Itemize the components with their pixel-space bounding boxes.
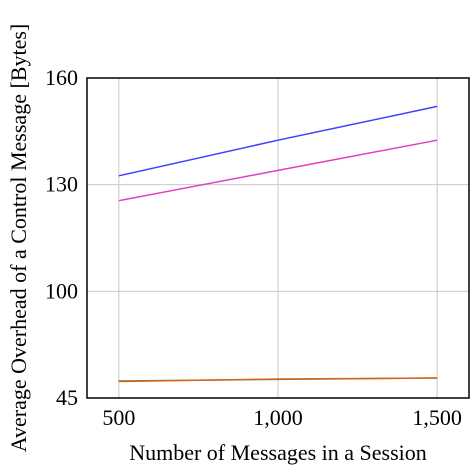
y-tick-label: 45 — [56, 385, 78, 410]
series-line-4 — [118, 377, 438, 383]
plot-frame — [86, 77, 470, 399]
series-lines — [118, 105, 438, 383]
x-axis-title: Number of Messages in a Session — [129, 440, 427, 465]
series-line-1 — [118, 105, 438, 177]
y-tick-label: 160 — [45, 65, 78, 90]
x-tick-labels: 500 1,000 1,500 — [102, 405, 462, 430]
series-line-2 — [118, 139, 438, 202]
x-tick-label: 1,500 — [412, 405, 462, 430]
y-tick-label: 130 — [45, 172, 78, 197]
gridlines — [87, 77, 469, 399]
y-tick-labels: 45 100 130 160 — [45, 65, 78, 410]
y-axis-title: Average Overhead of a Control Message [B… — [6, 24, 31, 452]
x-tick-label: 1,000 — [253, 405, 303, 430]
y-tick-label: 100 — [45, 278, 78, 303]
x-tick-label: 500 — [102, 405, 135, 430]
